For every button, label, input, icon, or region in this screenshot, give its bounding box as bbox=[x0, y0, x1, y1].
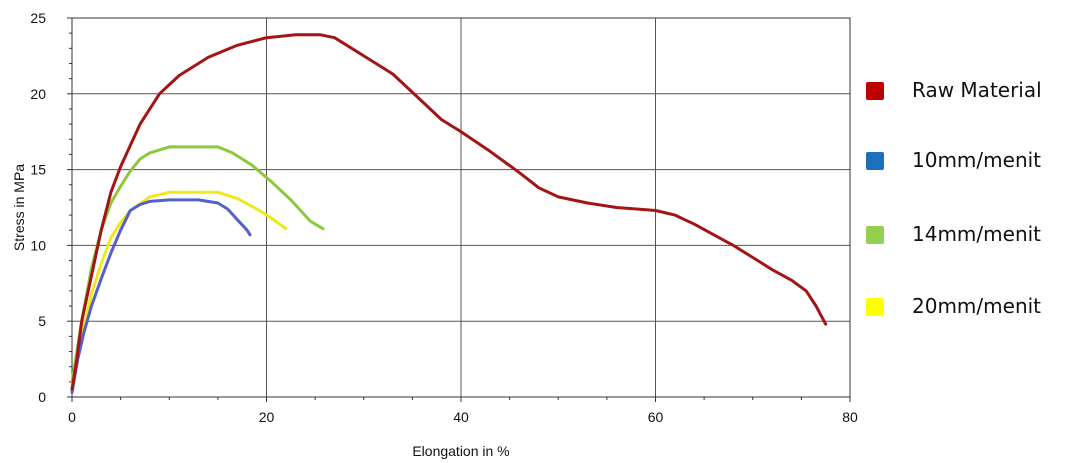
x-axis-title: Elongation in % bbox=[412, 443, 509, 459]
x-tick-label: 80 bbox=[842, 409, 858, 425]
y-axis-title: Stress in MPa bbox=[11, 164, 27, 251]
series-line-10mm-menit bbox=[70, 198, 252, 394]
y-tick-label: 5 bbox=[38, 313, 46, 329]
legend-swatch-raw-material bbox=[866, 82, 884, 100]
y-tick-label: 15 bbox=[30, 162, 46, 178]
legend-swatch-20mm bbox=[866, 298, 884, 316]
legend-swatch-10mm bbox=[866, 152, 884, 170]
x-tick-label: 0 bbox=[68, 409, 76, 425]
legend-swatch-14mm bbox=[866, 226, 884, 244]
series-line-14mm-menit bbox=[70, 145, 325, 384]
legend-label: 14mm/menit bbox=[912, 222, 1042, 246]
y-tick-label: 20 bbox=[30, 86, 46, 102]
plot-frame bbox=[71, 17, 851, 398]
grid bbox=[72, 18, 850, 397]
y-tick-labels: 0 5 10 15 20 25 bbox=[30, 10, 46, 405]
legend-label: 10mm/menit bbox=[912, 148, 1042, 172]
x-tick-label: 60 bbox=[648, 409, 664, 425]
y-tick-label: 0 bbox=[38, 389, 46, 405]
y-tick-label: 10 bbox=[30, 237, 46, 253]
legend-label: 20mm/menit bbox=[912, 294, 1042, 318]
x-tick-label: 40 bbox=[453, 409, 469, 425]
x-tick-label: 20 bbox=[259, 409, 275, 425]
series-line-raw-material bbox=[70, 33, 828, 391]
legend-label: Raw Material bbox=[912, 78, 1042, 102]
x-tick-labels: 0 20 40 60 80 bbox=[68, 409, 858, 425]
minor-ticks bbox=[67, 17, 851, 402]
y-tick-label: 25 bbox=[30, 10, 46, 26]
series-line-20mm-menit bbox=[70, 190, 288, 390]
series-layer bbox=[70, 33, 828, 394]
